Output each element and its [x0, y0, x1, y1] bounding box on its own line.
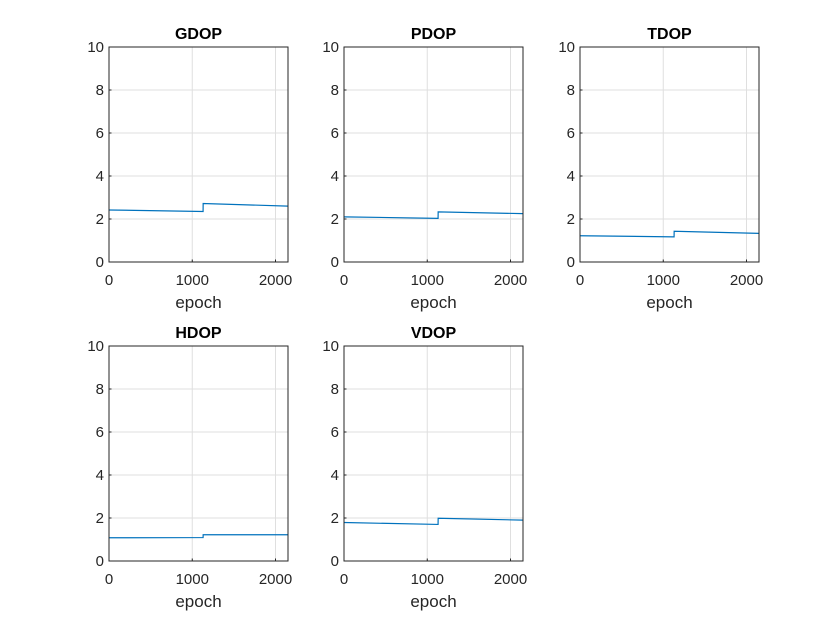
pdop-xtick-label: 2000: [494, 272, 527, 289]
vdop-title: VDOP: [411, 325, 457, 342]
hdop-ytick-label: 10: [87, 338, 104, 355]
gdop-ytick-label: 6: [96, 125, 104, 142]
gdop-xlabel: epoch: [175, 293, 221, 312]
hdop-panel: 0 2 4 6 8 10 0 1000 2000 epoch HDOP: [87, 325, 292, 611]
hdop-ytick-label: 6: [96, 424, 104, 441]
tdop-ytick-label: 6: [567, 125, 575, 142]
hdop-title: HDOP: [175, 325, 222, 342]
gdop-plot-area: [109, 47, 288, 262]
vdop-panel: 0 2 4 6 8 10 0 1000 2000 epoch VDOP: [322, 325, 527, 611]
tdop-panel: 0 2 4 6 8 10 0 1000 2000 epoch TDOP: [558, 26, 763, 312]
tdop-plot-area: [580, 47, 759, 262]
gdop-title: GDOP: [175, 26, 222, 43]
pdop-panel: 0 2 4 6 8 10 0 1000 2000 epoch PDOP: [322, 26, 527, 312]
pdop-xtick-label: 1000: [411, 272, 444, 289]
tdop-ytick-label: 0: [567, 254, 575, 271]
pdop-xtick-label: 0: [340, 272, 348, 289]
vdop-ytick-label: 8: [331, 381, 339, 398]
pdop-series-line: [343, 211, 524, 219]
hdop-axes-box: [108, 345, 289, 562]
tdop-series-line: [579, 230, 760, 238]
gdop-xtick-label: 0: [105, 272, 113, 289]
pdop-ytick-label: 0: [331, 254, 339, 271]
vdop-ytick-label: 4: [331, 467, 339, 484]
pdop-ytick-label: 4: [331, 168, 339, 185]
pdop-ytick-label: 6: [331, 125, 339, 142]
gdop-ytick-label: 4: [96, 168, 104, 185]
hdop-ytick-label: 8: [96, 381, 104, 398]
vdop-xlabel: epoch: [410, 592, 456, 611]
tdop-ytick-label: 8: [567, 82, 575, 99]
hdop-ytick-label: 2: [96, 510, 104, 527]
vdop-plot-area: [344, 346, 523, 561]
pdop-xlabel: epoch: [410, 293, 456, 312]
vdop-ytick-label: 6: [331, 424, 339, 441]
vdop-ytick-label: 10: [322, 338, 339, 355]
pdop-ytick-label: 2: [331, 211, 339, 228]
pdop-plot-area: [344, 47, 523, 262]
hdop-ytick-label: 4: [96, 467, 104, 484]
tdop-axes-box: [579, 46, 760, 263]
tdop-ytick-label: 4: [567, 168, 575, 185]
gdop-axes-box: [108, 46, 289, 263]
tdop-xtick-label: 0: [576, 272, 584, 289]
hdop-xtick-label: 2000: [259, 571, 292, 588]
hdop-xlabel: epoch: [175, 592, 221, 611]
gdop-panel: 0 2 4 6 8 10 0 1000 2000 epoch GDOP: [87, 26, 292, 312]
tdop-xtick-label: 2000: [730, 272, 763, 289]
tdop-ytick-label: 2: [567, 211, 575, 228]
gdop-xtick-label: 1000: [176, 272, 209, 289]
vdop-xtick-label: 2000: [494, 571, 527, 588]
hdop-ytick-label: 0: [96, 553, 104, 570]
vdop-series-line: [343, 517, 524, 526]
pdop-title: PDOP: [411, 26, 457, 43]
tdop-ytick-label: 10: [558, 39, 575, 56]
vdop-xtick-label: 1000: [411, 571, 444, 588]
vdop-xtick-label: 0: [340, 571, 348, 588]
hdop-xtick-label: 1000: [176, 571, 209, 588]
hdop-plot-area: [109, 346, 288, 561]
tdop-title: TDOP: [647, 26, 692, 43]
tdop-xtick-label: 1000: [647, 272, 680, 289]
hdop-xtick-label: 0: [105, 571, 113, 588]
gdop-ytick-label: 10: [87, 39, 104, 56]
vdop-ytick-label: 2: [331, 510, 339, 527]
gdop-xtick-label: 2000: [259, 272, 292, 289]
hdop-series-line: [108, 534, 288, 539]
gdop-ytick-label: 2: [96, 211, 104, 228]
tdop-xlabel: epoch: [646, 293, 692, 312]
pdop-ytick-label: 10: [322, 39, 339, 56]
vdop-axes-box: [343, 345, 524, 562]
gdop-ytick-label: 8: [96, 82, 104, 99]
vdop-ytick-label: 0: [331, 553, 339, 570]
pdop-axes-box: [343, 46, 524, 263]
pdop-ytick-label: 8: [331, 82, 339, 99]
gdop-series-line: [108, 202, 289, 213]
gdop-ytick-label: 0: [96, 254, 104, 271]
